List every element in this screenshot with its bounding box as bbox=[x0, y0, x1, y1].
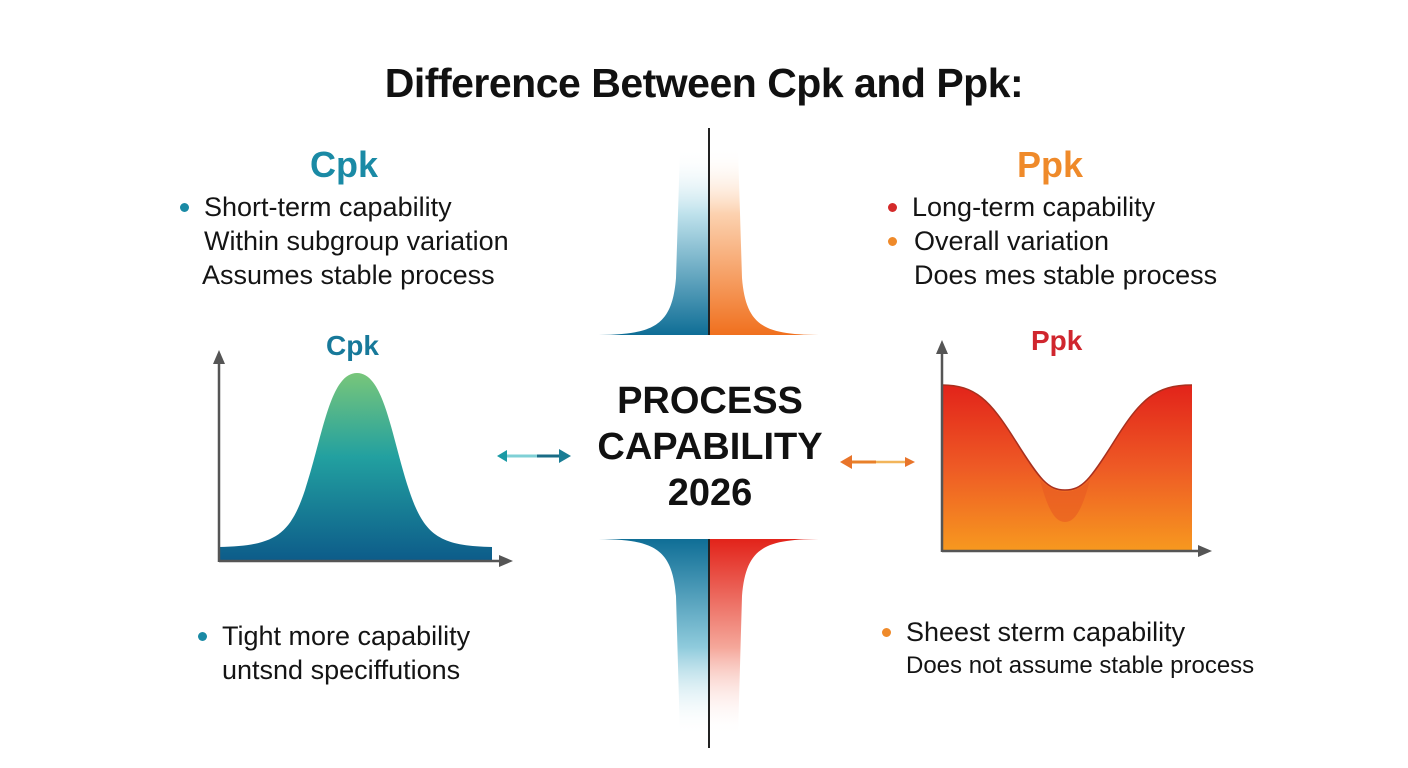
bullet-dot-icon bbox=[198, 632, 207, 641]
bullet-text: Tight more capability bbox=[222, 621, 471, 651]
cpk-chart-label: Cpk bbox=[326, 330, 379, 361]
cpk-bullet: Assumes stable process bbox=[176, 258, 509, 292]
cpk-bullet: Tight more capability bbox=[194, 619, 470, 653]
bullet-dot-icon bbox=[882, 628, 891, 637]
center-bottom-bell-icon bbox=[592, 539, 824, 748]
left-double-arrow-icon bbox=[497, 449, 571, 463]
cpk-bottom-bullets: Tight more capability untsnd speciffutio… bbox=[194, 619, 470, 687]
center-title: PROCESS CAPABILITY 2026 bbox=[560, 378, 860, 516]
bullet-text: Does not assume stable process bbox=[906, 652, 1255, 679]
bullet-text: Within subgroup variation bbox=[204, 226, 509, 256]
cpk-bell-chart bbox=[213, 350, 513, 567]
center-top-bell-icon bbox=[592, 128, 824, 335]
bullet-text: Does mes stable process bbox=[914, 260, 1218, 290]
cpk-bullet: Short-term capability bbox=[176, 190, 509, 224]
ppk-bottom-bullets: Sheest sterm capability Does not assume … bbox=[878, 615, 1254, 683]
bullet-dot-icon bbox=[180, 203, 189, 212]
ppk-bimodal-chart bbox=[936, 340, 1212, 557]
bullet-text: Overall variation bbox=[914, 226, 1110, 256]
bullet-text: Long-term capability bbox=[912, 192, 1156, 222]
right-double-arrow-icon bbox=[840, 455, 915, 469]
bullet-text: untsnd speciffutions bbox=[222, 655, 461, 685]
ppk-bullet: Long-term capability bbox=[884, 190, 1217, 224]
ppk-bullet: Does not assume stable process bbox=[878, 649, 1254, 683]
cpk-top-bullets: Short-term capability Within subgroup va… bbox=[176, 190, 509, 292]
cpk-bullet: Within subgroup variation bbox=[176, 224, 509, 258]
cpk-bullet: untsnd speciffutions bbox=[194, 653, 470, 687]
center-title-line: CAPABILITY bbox=[597, 426, 823, 468]
center-title-line: 2026 bbox=[667, 472, 753, 514]
bullet-text: Assumes stable process bbox=[202, 260, 495, 290]
ppk-bullet: Overall variation bbox=[884, 224, 1217, 258]
bullet-text: Sheest sterm capability bbox=[906, 617, 1186, 647]
ppk-bullet: Sheest sterm capability bbox=[878, 615, 1254, 649]
bullet-dot-icon bbox=[888, 237, 897, 246]
ppk-chart-label: Ppk bbox=[1031, 325, 1083, 356]
cpk-heading: Cpk bbox=[310, 144, 379, 185]
ppk-heading: Ppk bbox=[1017, 144, 1084, 185]
page-title: Difference Between Cpk and Ppk: bbox=[384, 60, 1024, 106]
bullet-text: Short-term capability bbox=[204, 192, 452, 222]
ppk-top-bullets: Long-term capability Overall variation D… bbox=[884, 190, 1217, 292]
bullet-dot-icon bbox=[888, 203, 897, 212]
center-title-line: PROCESS bbox=[617, 380, 803, 422]
ppk-bullet: Does mes stable process bbox=[884, 258, 1217, 292]
